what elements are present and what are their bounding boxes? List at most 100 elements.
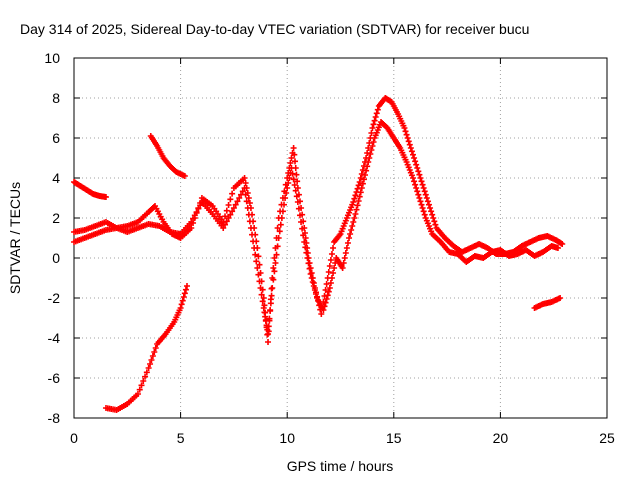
- data-point: [255, 271, 262, 278]
- data-point: [428, 208, 435, 215]
- data-point: [179, 297, 186, 304]
- data-point: [320, 307, 327, 313]
- data-point: [288, 155, 295, 161]
- data-point: [411, 178, 418, 185]
- data-point: [306, 265, 313, 272]
- data-point: [284, 185, 291, 191]
- x-tick-label: 15: [386, 430, 402, 446]
- x-tick-label: 25: [599, 430, 615, 446]
- data-point: [311, 287, 318, 293]
- data-point: [293, 193, 300, 200]
- data-point: [223, 207, 230, 214]
- data-point: [265, 339, 272, 345]
- data-point: [360, 176, 367, 183]
- data-point: [243, 198, 250, 205]
- data-point: [310, 283, 317, 289]
- data-point: [245, 211, 252, 218]
- data-point: [416, 195, 423, 201]
- data-point: [371, 117, 378, 124]
- data-point: [431, 218, 438, 225]
- data-point: [353, 206, 360, 213]
- data-point: [304, 255, 311, 261]
- data-point: [268, 292, 275, 299]
- data-point: [327, 257, 334, 263]
- data-point: [270, 265, 277, 271]
- data-point: [282, 195, 289, 201]
- data-point: [138, 382, 145, 389]
- data-point: [425, 201, 432, 208]
- data-point: [351, 215, 358, 221]
- data-point: [355, 198, 362, 204]
- data-point: [368, 147, 375, 153]
- data-point: [267, 300, 274, 307]
- y-tick-label: 6: [52, 130, 60, 146]
- data-point: [273, 251, 280, 258]
- data-point: [302, 244, 309, 251]
- data-point: [356, 193, 363, 200]
- data-point: [365, 145, 372, 151]
- data-point: [328, 251, 335, 257]
- data-point: [554, 245, 561, 251]
- data-point: [281, 201, 288, 208]
- data-point: [417, 198, 424, 205]
- data-point: [242, 191, 249, 198]
- data-point: [290, 145, 297, 151]
- data-point: [370, 121, 377, 128]
- data-point: [236, 195, 243, 201]
- data-point: [180, 294, 187, 300]
- chart-title: Day 314 of 2025, Sidereal Day-to-day VTE…: [20, 21, 529, 37]
- data-point: [365, 159, 372, 165]
- data-point: [325, 288, 332, 295]
- data-point: [241, 185, 248, 191]
- data-point: [414, 165, 421, 171]
- data-point: [357, 175, 364, 181]
- data-point: [330, 270, 337, 276]
- data-point: [249, 231, 256, 238]
- data-point: [323, 296, 330, 302]
- data-point: [245, 195, 252, 201]
- data-point: [356, 179, 363, 185]
- data-point: [254, 265, 261, 271]
- data-point: [197, 202, 204, 209]
- series-track-6: [531, 295, 564, 311]
- x-axis-label: GPS time / hours: [287, 458, 394, 474]
- x-tick-label: 5: [177, 430, 185, 446]
- data-point: [409, 151, 416, 158]
- data-point: [292, 158, 299, 165]
- data-point: [322, 287, 329, 293]
- data-point: [405, 138, 412, 145]
- data-point: [363, 167, 370, 174]
- data-point: [401, 125, 408, 131]
- data-point: [406, 141, 413, 148]
- data-point: [418, 178, 425, 185]
- series-track-3: [71, 119, 561, 337]
- data-point: [193, 209, 200, 215]
- data-point: [422, 191, 429, 198]
- data-point: [270, 276, 277, 283]
- y-tick-label: 0: [52, 250, 60, 266]
- data-point: [181, 290, 188, 297]
- data-point: [412, 158, 419, 165]
- data-point: [259, 298, 266, 305]
- data-point: [350, 199, 357, 205]
- data-point: [256, 261, 263, 268]
- data-point: [234, 198, 241, 205]
- data-point: [359, 180, 366, 187]
- data-point: [143, 369, 150, 376]
- data-point: [347, 231, 354, 237]
- data-point: [258, 291, 265, 298]
- data-point: [368, 130, 375, 136]
- data-point: [265, 323, 272, 330]
- data-point: [402, 128, 409, 135]
- data-point: [272, 260, 279, 266]
- axis-ticks: 0 5 10 15 20 25 -8 -6 -4 -2 0 2 4 6 8 10: [44, 50, 615, 446]
- data-point: [318, 311, 325, 317]
- data-point: [349, 223, 356, 229]
- data-point: [265, 331, 272, 337]
- data-point: [252, 251, 259, 258]
- data-point: [182, 286, 189, 293]
- data-point: [374, 106, 381, 113]
- data-point: [275, 235, 282, 241]
- data-point: [274, 243, 281, 250]
